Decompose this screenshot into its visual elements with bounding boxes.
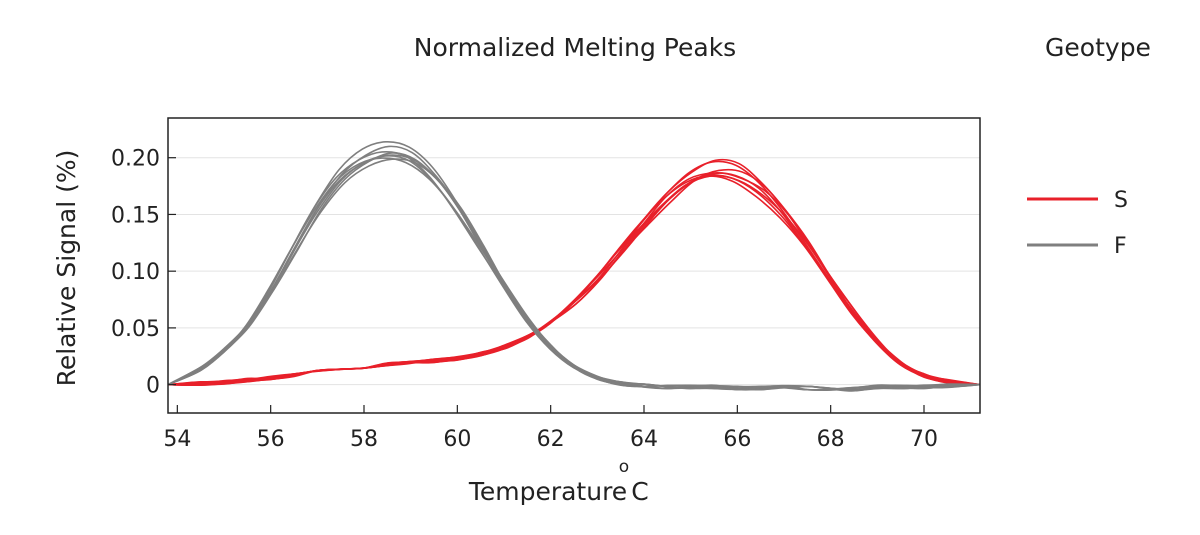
y-tick-label: 0.20: [111, 147, 160, 172]
series-line-f: [167, 140, 981, 391]
y-tick-label: 0.10: [111, 260, 160, 285]
y-tick-label: 0: [146, 374, 160, 399]
plot-frame: [167, 117, 981, 414]
series-line-f: [167, 155, 981, 391]
legend-label-f: F: [1114, 234, 1127, 259]
chart-title: Normalized Melting Peaks: [414, 33, 736, 62]
series-line-s: [167, 158, 981, 386]
x-tick-label: 68: [817, 427, 845, 452]
x-tick-label: 58: [350, 427, 378, 452]
y-tick-label: 0.05: [111, 317, 160, 342]
gridlines: [168, 157, 980, 386]
series-line-f: [167, 158, 981, 391]
series-line-s: [167, 160, 981, 386]
x-tick-label: 66: [723, 427, 751, 452]
degree-symbol: o: [619, 457, 629, 477]
axis-ticks: [168, 157, 925, 413]
y-tick-labels: 0 0.05 0.10 0.15 0.20: [111, 147, 160, 399]
series-line-f: [167, 152, 981, 391]
x-axis-label: Temperature: [468, 477, 627, 506]
y-axis-label: Relative Signal (%): [52, 150, 81, 387]
series-line-s: [167, 168, 981, 386]
legend-label-s: S: [1114, 188, 1128, 213]
x-tick-label: 56: [257, 427, 285, 452]
x-tick-label: 60: [443, 427, 471, 452]
series-line-s: [167, 172, 981, 386]
series-line-f: [167, 157, 981, 391]
x-tick-label: 54: [163, 427, 191, 452]
x-tick-labels: 54 56 58 60 62 64 66 68 70: [163, 427, 938, 452]
x-tick-label: 64: [630, 427, 658, 452]
x-tick-label: 70: [910, 427, 938, 452]
y-tick-label: 0.15: [111, 203, 160, 228]
series-line-s: [167, 175, 981, 386]
series-line-s: [167, 174, 981, 386]
series-line-s: [167, 172, 981, 386]
series-line-f: [167, 145, 981, 392]
x-tick-label: 62: [537, 427, 565, 452]
series-line-s: [167, 174, 981, 387]
legend-title: Geotype: [1045, 33, 1151, 62]
series-lines: [167, 140, 981, 392]
x-axis-unit: C: [631, 477, 648, 506]
series-line-f: [167, 154, 981, 392]
legend: S F: [1027, 188, 1128, 259]
